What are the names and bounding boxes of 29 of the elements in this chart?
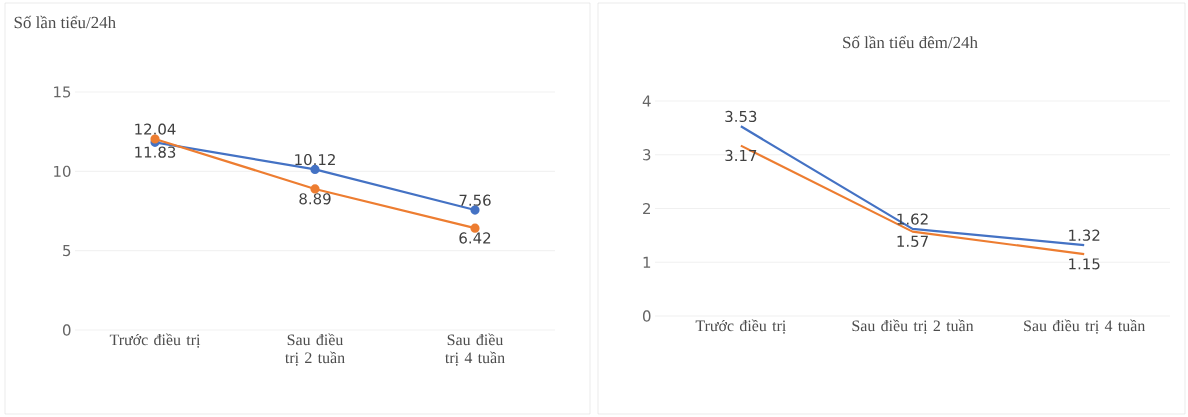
y-tick-label: 0 [62,324,71,336]
y-tick-label: 5 [63,245,71,257]
data-label: 1.62 [897,213,928,225]
y-tick-label: 3 [643,149,651,161]
chart-title: Số lần tiểu/24h [14,15,116,29]
x-tick-label: Trước điều trị [109,333,201,348]
data-label: 1.32 [1069,229,1100,241]
data-label: 1.15 [1069,258,1100,270]
data-label: 6.42 [459,232,491,244]
y-tick-label: 4 [642,95,651,107]
y-tick-label: 0 [642,310,651,322]
data-label: 1.57 [897,235,928,247]
chart-title: Số lần tiểu đêm/24h [843,35,978,49]
y-tick-label: 15 [54,86,71,98]
x-tick-label: Sau điều trị 4 tuần [1024,319,1146,334]
data-label: 10.12 [295,153,335,166]
data-label: 8.89 [299,193,331,205]
data-label: 11.83 [135,146,176,158]
y-tick-label: 10 [54,165,71,177]
y-tick-label: 1 [643,256,651,268]
x-tick-label: Sau điều trị 4 tuần [445,333,505,366]
data-label: 12.04 [135,123,176,135]
x-tick-label: Sau điều trị 2 tuần [852,319,974,334]
x-tick-label: Trước điều trị [695,319,786,334]
data-label: 3.53 [725,110,757,123]
data-label: 7.56 [459,194,491,206]
y-tick-label: 2 [643,202,650,215]
data-label: 3.17 [725,149,757,162]
x-tick-label: Sau điều trị 2 tuần [285,333,345,366]
